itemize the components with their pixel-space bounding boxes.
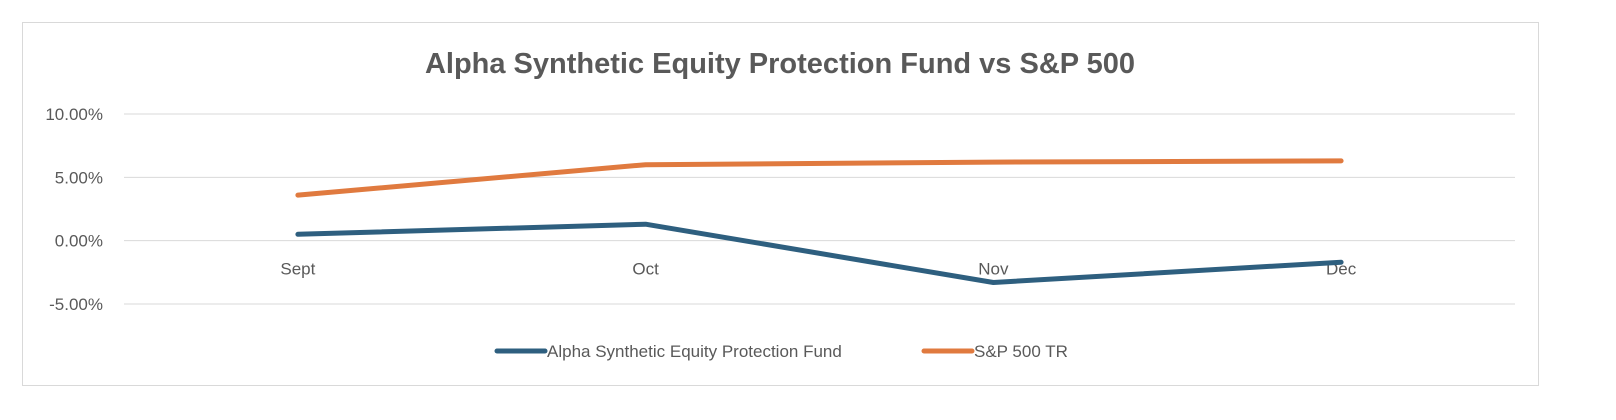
legend-label-0: Alpha Synthetic Equity Protection Fund xyxy=(547,342,842,361)
y-tick-label: 10.00% xyxy=(45,105,103,124)
series-line-1 xyxy=(295,158,1344,198)
series-line-0 xyxy=(295,221,1344,285)
data-point xyxy=(1340,261,1342,263)
series-lines xyxy=(295,158,1344,285)
legend: Alpha Synthetic Equity Protection Fund S&… xyxy=(494,342,1068,361)
y-tick-label: -5.00% xyxy=(49,295,103,314)
y-tick-label: 0.00% xyxy=(55,232,103,251)
chart-frame xyxy=(22,22,1539,386)
y-axis-tick-labels: 10.00% 5.00% 0.00% -5.00% xyxy=(45,105,103,314)
x-tick-label: Oct xyxy=(632,260,659,279)
y-tick-label: 5.00% xyxy=(55,168,103,187)
data-point xyxy=(1340,160,1342,162)
grid-lines xyxy=(124,113,1515,305)
data-point xyxy=(297,233,299,235)
chart-title: Alpha Synthetic Equity Protection Fund v… xyxy=(425,48,1135,80)
data-point xyxy=(645,223,647,225)
data-point xyxy=(297,194,299,196)
legend-label-1: S&P 500 TR xyxy=(974,342,1068,361)
x-tick-label: Sept xyxy=(280,260,315,279)
data-point xyxy=(992,161,994,163)
data-point xyxy=(992,281,994,283)
data-point xyxy=(645,164,647,166)
x-tick-label: Nov xyxy=(978,260,1009,279)
